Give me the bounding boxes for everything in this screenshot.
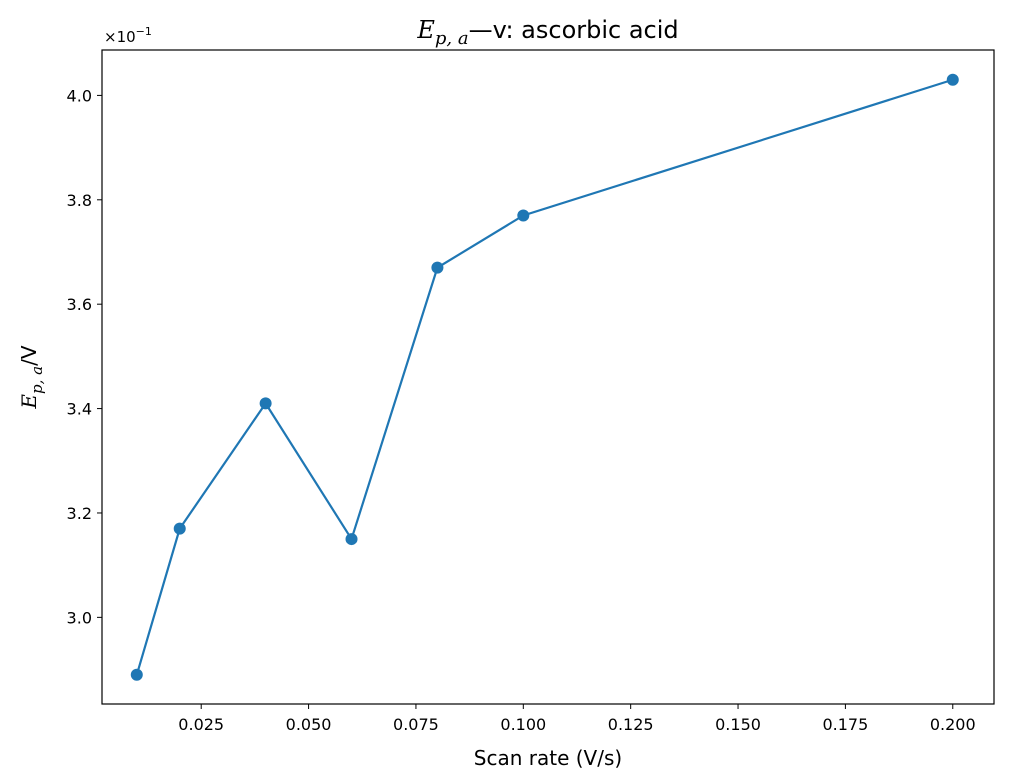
x-tick-label: 0.100 (500, 715, 546, 734)
y-offset-exponent: −1 (136, 25, 152, 38)
x-axis-label: Scan rate (V/s) (474, 746, 622, 770)
y-tick-label: 3.8 (67, 191, 92, 210)
data-point (517, 209, 530, 222)
data-point (259, 397, 272, 410)
y-tick-label: 3.6 (67, 295, 92, 314)
y-axis-label: Ep, a/V (17, 345, 46, 409)
y-tick-label: 3.2 (67, 504, 92, 523)
x-tick-label: 0.175 (822, 715, 868, 734)
title-rest: —v: ascorbic acid (469, 16, 679, 44)
x-tick-label: 0.050 (286, 715, 332, 734)
x-tick-label: 0.025 (178, 715, 224, 734)
x-tick-label: 0.125 (608, 715, 654, 734)
title-symbol: E (416, 16, 435, 44)
ylabel-subscript: p, a (28, 366, 46, 394)
ylabel-rest: /V (17, 345, 41, 366)
series-line (135, 78, 954, 676)
data-point (431, 261, 444, 274)
y-tick-label: 3.0 (67, 608, 92, 627)
x-tick-label: 0.150 (715, 715, 761, 734)
data-point (173, 522, 186, 535)
data-point (130, 668, 143, 681)
plot-frame (101, 49, 995, 705)
x-tick-label: 0.075 (393, 715, 439, 734)
title-subscript: p, a (435, 28, 469, 49)
y-tick-label: 4.0 (67, 86, 92, 105)
series-layer (130, 73, 959, 681)
y-tick-label: 3.4 (67, 400, 92, 419)
y-offset-base: ×10 (104, 28, 136, 46)
ylabel-symbol: E (17, 394, 41, 410)
chart-title: Ep, a—v: ascorbic acid (416, 16, 678, 49)
y-offset-label: ×10−1 (104, 25, 152, 46)
x-tick-label: 0.200 (930, 715, 976, 734)
axis-ticks: 0.025 0.050 0.075 0.100 0.125 0.150 0.175 0.200… (67, 86, 976, 734)
data-point (946, 73, 959, 86)
data-point (345, 533, 358, 546)
